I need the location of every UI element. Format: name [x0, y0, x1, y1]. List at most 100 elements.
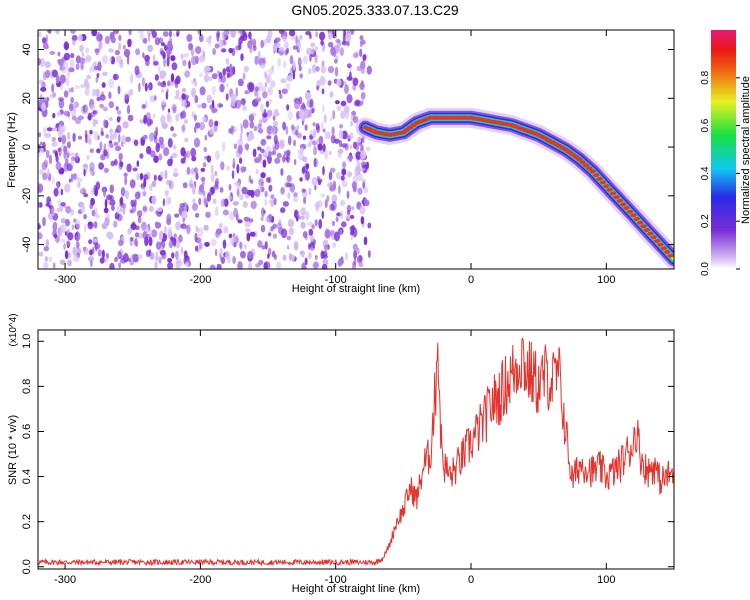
noise-speckle: [334, 58, 338, 64]
noise-speckle: [349, 225, 355, 232]
noise-speckle: [60, 238, 66, 243]
noise-speckle: [152, 113, 156, 119]
noise-speckle: [70, 208, 75, 216]
noise-speckle: [314, 184, 317, 191]
noise-speckle: [360, 99, 364, 106]
noise-speckle: [184, 137, 189, 143]
snr-x-tick-label: -300: [54, 574, 76, 586]
noise-speckle: [122, 203, 127, 209]
noise-speckle: [280, 187, 285, 195]
noise-speckle: [313, 157, 317, 168]
figure-title: GN05.2025.333.07.13.C29: [291, 2, 459, 18]
noise-speckle: [315, 124, 321, 134]
noise-speckle: [191, 80, 196, 85]
noise-speckle: [115, 55, 123, 63]
noise-speckle: [308, 187, 312, 196]
noise-speckle: [289, 55, 294, 65]
noise-speckle: [219, 248, 223, 255]
noise-speckle: [59, 259, 66, 266]
noise-speckle: [42, 172, 48, 181]
noise-speckle: [355, 171, 359, 177]
noise-speckle: [282, 201, 289, 207]
noise-speckle: [218, 222, 223, 229]
noise-speckle: [38, 132, 42, 138]
noise-speckle: [96, 148, 101, 154]
noise-speckle: [68, 103, 74, 112]
noise-speckle: [184, 119, 188, 124]
noise-speckle: [108, 91, 112, 99]
noise-speckle: [257, 240, 263, 248]
noise-speckle: [256, 93, 260, 99]
noise-speckle: [94, 243, 101, 250]
noise-speckle: [161, 99, 165, 106]
noise-speckle: [206, 155, 212, 163]
noise-speckle: [330, 229, 335, 236]
noise-speckle: [122, 207, 126, 215]
noise-speckle: [324, 149, 329, 160]
noise-speckle: [154, 37, 160, 46]
noise-speckle: [55, 30, 60, 35]
noise-speckle: [92, 238, 99, 243]
noise-speckle: [222, 68, 226, 77]
noise-speckle: [70, 53, 75, 59]
noise-speckle: [344, 84, 349, 95]
noise-speckle: [290, 124, 295, 131]
noise-speckle: [312, 261, 319, 269]
noise-speckle: [264, 217, 270, 222]
noise-speckle: [90, 104, 96, 112]
noise-speckle: [142, 52, 145, 59]
noise-speckle: [47, 168, 50, 177]
noise-speckle: [292, 70, 296, 80]
noise-speckle: [260, 186, 265, 193]
noise-speckle: [347, 155, 354, 160]
snr-x-tick-label: 100: [597, 574, 615, 586]
noise-speckle: [303, 156, 308, 163]
noise-speckle: [94, 65, 99, 71]
noise-speckle: [186, 150, 190, 159]
noise-speckle: [114, 256, 118, 261]
noise-speckle: [237, 261, 243, 269]
noise-speckle: [151, 229, 158, 238]
noise-speckle: [128, 30, 132, 36]
noise-speckle: [225, 57, 230, 65]
noise-speckle: [339, 210, 344, 220]
noise-speckle: [93, 221, 98, 229]
noise-speckle: [194, 245, 199, 252]
noise-speckle: [226, 72, 231, 79]
noise-speckle: [288, 30, 296, 37]
noise-speckle: [109, 133, 115, 141]
noise-speckle: [87, 256, 94, 262]
noise-speckle: [49, 200, 52, 206]
noise-speckle: [230, 93, 237, 104]
noise-speckle: [264, 82, 268, 88]
ridge-core-point: [657, 242, 664, 247]
colorbar-tick-label: 0.0: [700, 262, 711, 276]
noise-speckle: [198, 197, 202, 206]
noise-speckle: [197, 30, 201, 35]
noise-speckle: [331, 220, 336, 227]
noise-speckle: [130, 237, 134, 242]
noise-speckle: [123, 48, 131, 58]
noise-speckle: [100, 131, 105, 137]
noise-speckle: [284, 182, 291, 188]
noise-speckle: [341, 168, 347, 176]
noise-speckle: [199, 33, 204, 43]
noise-speckle: [332, 242, 337, 249]
noise-speckle: [327, 66, 335, 74]
noise-speckle: [254, 55, 259, 65]
noise-speckle: [282, 121, 286, 131]
noise-speckle: [68, 67, 75, 73]
noise-speckle: [174, 213, 180, 218]
noise-speckle: [155, 250, 159, 261]
spectrogram-y-tick-label: 0: [21, 144, 33, 150]
noise-speckle: [172, 106, 177, 114]
noise-speckle: [268, 151, 272, 158]
noise-speckle: [110, 36, 116, 44]
noise-speckle: [194, 212, 200, 218]
noise-speckle: [358, 261, 364, 268]
noise-speckle: [118, 152, 123, 161]
noise-speckle: [279, 139, 285, 150]
noise-speckle: [334, 231, 340, 242]
noise-speckle: [159, 249, 166, 256]
